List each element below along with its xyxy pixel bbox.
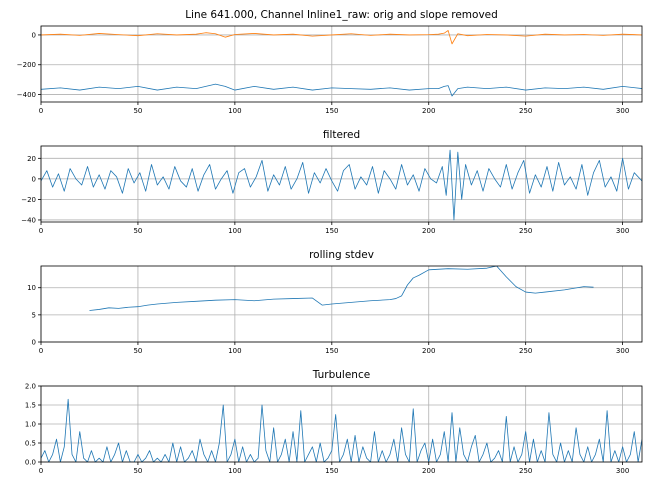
- x-tick-label: 0: [39, 347, 43, 355]
- panel-title: filtered: [323, 129, 360, 141]
- y-tick-label: −400: [17, 91, 36, 99]
- panel-orig-and-slope-removed: Line 641.000, Channel Inline1_raw: orig …: [17, 9, 643, 115]
- y-tick-label: 0.5: [25, 440, 36, 448]
- series-line-orange: [41, 30, 642, 45]
- y-tick-label: 10: [27, 284, 36, 292]
- axes-frame: [40, 25, 643, 103]
- x-tick-label: 250: [519, 107, 532, 115]
- panel-title: rolling stdev: [309, 249, 374, 261]
- y-tick-label: 0.0: [25, 459, 36, 467]
- grid: [40, 26, 642, 102]
- series-line-blue: [41, 83, 642, 97]
- panel-filtered: filtered 0 50 100 150 200 250 300 −40 −20 0 20: [21, 129, 643, 235]
- x-tick-label: 100: [228, 107, 241, 115]
- x-tick-label: 100: [228, 467, 241, 475]
- y-tick-label: 5: [32, 311, 36, 319]
- x-tick-label: 150: [325, 467, 338, 475]
- x-tick-label: 50: [133, 347, 142, 355]
- y-tick-label: −20: [21, 196, 36, 204]
- panel-rolling-stdev: rolling stdev 0 50 100 150 200 250 300 0 5 10: [27, 249, 643, 355]
- x-tick-label: 250: [519, 347, 532, 355]
- x-tick-label: 150: [325, 107, 338, 115]
- x-tick-label: 0: [39, 227, 43, 235]
- x-tick-label: 50: [133, 227, 142, 235]
- x-tick-label: 0: [39, 467, 43, 475]
- panel-title: Turbulence: [312, 369, 370, 381]
- x-tick-label: 200: [422, 467, 435, 475]
- panel-title: Line 641.000, Channel Inline1_raw: orig …: [185, 9, 498, 21]
- x-tick-label: 300: [616, 107, 629, 115]
- x-tick-label: 50: [133, 467, 142, 475]
- panel-turbulence: Turbulence 0 50 100 150 200 250 300 0.0 0.5 1.0 1.…: [25, 369, 643, 475]
- x-tick-label: 100: [228, 347, 241, 355]
- x-tick-label: 100: [228, 227, 241, 235]
- x-tick-label: 200: [422, 227, 435, 235]
- x-tick-label: 250: [519, 227, 532, 235]
- y-tick-label: 20: [27, 155, 36, 163]
- x-tick-label: 0: [39, 107, 43, 115]
- x-tick-label: 200: [422, 107, 435, 115]
- axes-frame: [40, 145, 643, 223]
- series-line-blue: [89, 266, 594, 311]
- x-tick-label: 50: [133, 107, 142, 115]
- y-tick-label: 0: [32, 175, 36, 183]
- y-tick-label: 0: [32, 31, 36, 39]
- series-line-blue: [41, 149, 642, 221]
- y-tick-label: 1.0: [25, 421, 36, 429]
- x-tick-label: 250: [519, 467, 532, 475]
- axes-frame: [40, 265, 643, 343]
- x-tick-label: 150: [325, 227, 338, 235]
- y-tick-label: 1.5: [25, 402, 36, 410]
- y-tick-label: −40: [21, 216, 36, 224]
- y-tick-label: 2.0: [25, 383, 36, 391]
- x-tick-label: 150: [325, 347, 338, 355]
- y-tick-label: 0: [32, 339, 36, 347]
- y-tick-label: −200: [17, 61, 36, 69]
- x-tick-label: 300: [616, 347, 629, 355]
- x-tick-label: 300: [616, 467, 629, 475]
- x-tick-label: 200: [422, 347, 435, 355]
- x-tick-label: 300: [616, 227, 629, 235]
- series-line-blue: [41, 398, 642, 462]
